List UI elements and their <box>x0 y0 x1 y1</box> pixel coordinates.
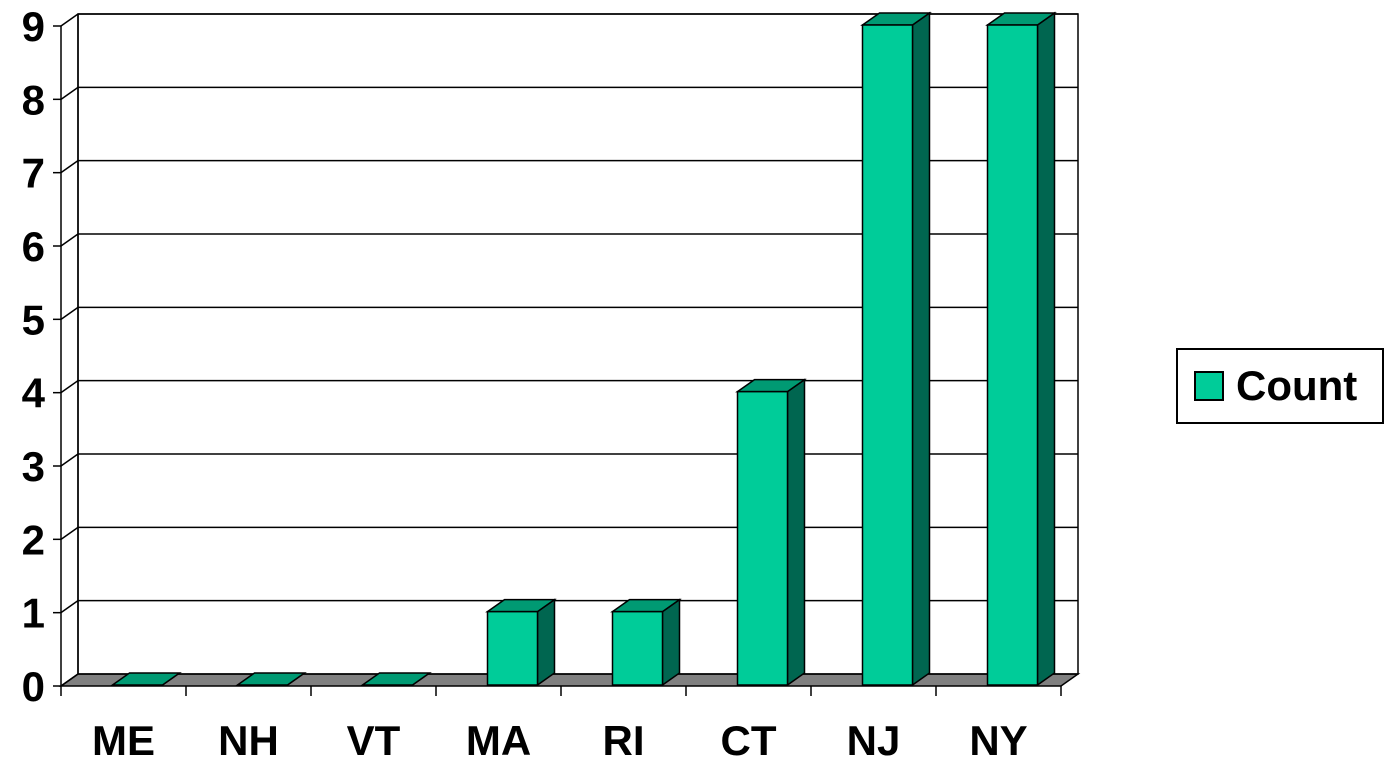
y-tick-labels: 0 1 2 3 4 5 6 7 8 9 <box>22 3 46 710</box>
bar <box>860 11 932 687</box>
side-wall-line <box>60 233 79 247</box>
y-tick-label: 4 <box>22 370 46 417</box>
bar <box>735 378 807 687</box>
x-tick-label: NJ <box>847 717 901 758</box>
bar <box>985 11 1057 687</box>
bar-top <box>110 672 182 686</box>
x-tick-label: VT <box>347 717 401 758</box>
bar-side <box>1036 11 1056 687</box>
x-tick-labels: ME NH VT MA RI CT NJ NY <box>92 717 1028 758</box>
bar <box>485 598 557 687</box>
side-wall-line <box>60 453 79 467</box>
side-wall-line <box>60 526 79 540</box>
bar-top <box>360 672 432 686</box>
side-wall-line <box>60 160 79 174</box>
bar-side <box>661 598 681 687</box>
legend-label: Count <box>1236 362 1358 409</box>
x-tick-label: MA <box>466 717 531 758</box>
legend: Count <box>1176 348 1384 424</box>
y-tick-label: 7 <box>22 150 45 197</box>
bar-front <box>986 24 1039 686</box>
bar-front <box>861 24 914 686</box>
y-tick-label: 8 <box>22 76 45 123</box>
bar-side <box>786 378 806 687</box>
side-wall-line <box>60 673 79 687</box>
y-tick-label: 5 <box>22 296 45 343</box>
x-tick-label: NH <box>218 717 279 758</box>
bars <box>110 11 1057 687</box>
y-tick-label: 9 <box>22 3 45 50</box>
x-tick-label: NY <box>969 717 1027 758</box>
bar-front <box>486 610 539 686</box>
y-tick-label: 0 <box>22 663 45 710</box>
y-tick-label: 6 <box>22 223 45 270</box>
bar <box>610 598 682 687</box>
bar-front <box>736 390 789 686</box>
bar <box>360 672 432 686</box>
axes <box>53 14 1062 696</box>
x-tick-label: CT <box>721 717 777 758</box>
bar-side <box>911 11 931 687</box>
y-tick-label: 2 <box>22 516 45 563</box>
legend-swatch <box>1194 371 1224 401</box>
bar-side <box>536 598 556 687</box>
bar-top <box>235 672 307 686</box>
side-wall-line <box>60 306 79 320</box>
bar <box>235 672 307 686</box>
y-tick-label: 3 <box>22 443 45 490</box>
side-wall-line <box>60 13 79 27</box>
x-tick-label: RI <box>603 717 645 758</box>
side-wall-line <box>60 380 79 394</box>
bar <box>110 672 182 686</box>
x-tick-label: ME <box>92 717 155 758</box>
side-wall-line <box>60 600 79 614</box>
side-wall-line <box>60 86 79 100</box>
bar-front <box>611 610 664 686</box>
y-tick-label: 1 <box>22 590 45 637</box>
